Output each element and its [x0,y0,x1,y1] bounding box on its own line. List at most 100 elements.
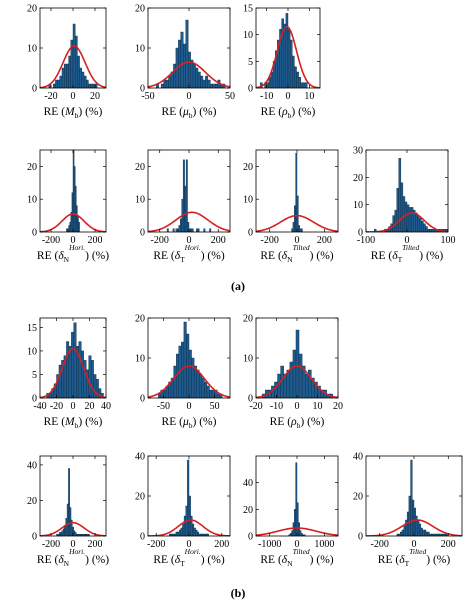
x-tick-label: 10 [313,401,323,412]
histogram-bar [296,71,299,88]
x-tick-label: 200 [211,235,226,246]
histogram-bar [188,349,192,398]
x-axis-label: RE (Mb) (%) [44,106,103,120]
x-tick-label: 200 [88,539,103,550]
x-tick-label: 200 [88,235,103,246]
x-axis-label: RE (δNHori.) (%) [37,547,109,568]
histogram-bar [158,393,162,398]
histogram-bar [173,63,177,88]
y-tick-label: 20 [243,314,253,325]
x-tick-label: 20 [85,401,95,412]
plot-area [40,322,106,398]
x-tick-label: -50 [157,401,170,412]
plot-area [148,321,230,398]
histogram-bar [268,77,272,88]
y-tick-label: 20 [135,492,145,503]
x-tick-label: -20 [50,401,63,412]
y-tick-label: 20 [135,162,145,173]
x-tick-label: 0 [405,235,410,246]
normal-fit-curve [40,45,106,88]
histogram-bar [206,533,209,536]
x-tick-label: 0 [286,91,291,102]
histogram-bar [193,365,197,398]
x-tick-label: 0 [187,401,192,412]
x-axis-label: RE (ρb) (%) [261,106,316,120]
histogram-bar [277,373,281,398]
histogram-bar [190,228,193,232]
histogram-bar [187,51,191,88]
histogram-bar [183,321,187,398]
histogram-bar [209,228,212,232]
histogram-bar [374,229,377,232]
histogram-bar [404,201,408,232]
histogram-bar [195,67,199,88]
y-tick-label: 20 [243,162,253,173]
histogram-bar [415,515,418,536]
histogram-bar [410,459,413,536]
histogram-bar [425,531,428,536]
histogram-bar [212,83,216,88]
histogram-a5: -200 0 200 0 10 20 RE (δTHori.) (%) [135,149,231,264]
histogram-bar [294,66,297,88]
x-axis-label: RE (Mb) (%) [44,416,103,430]
histogram-bar [163,79,167,88]
histogram-bar [412,499,415,536]
x-axis-label: RE (δNTilted) (%) [260,243,333,264]
x-tick-label: 0 [71,91,76,102]
histogram-bar [203,228,206,232]
histogram-bar [292,349,297,398]
x-tick-label: -200 [42,235,60,246]
histogram-bar [173,365,177,398]
histogram-bar [292,55,295,88]
histogram-bar [83,75,87,88]
histogram-a4: -200 0 200 0 10 20 RE (δNHori.) (%) [27,149,109,264]
histogram-b4: -200 0 200 0 20 40 RE (δNHori.) (%) [27,455,109,568]
x-tick-label: -50 [141,91,154,102]
y-tick-label: 10 [135,354,145,365]
normal-fit-curve [148,61,230,88]
histogram-bar [83,360,87,398]
y-tick-label: 10 [27,195,37,206]
histogram-bar [419,218,422,232]
x-axis-label: RE (μb) (%) [162,416,217,430]
histogram-bar [285,13,289,88]
subfigure-label: (a) [231,279,245,293]
histogram-bar [178,225,181,232]
x-axis-label: RE (δNTilted) (%) [260,547,333,568]
histogram-bar [291,228,294,232]
normal-fit-curve [148,365,230,398]
histogram-bar [68,55,71,88]
x-axis-label: RE (μb) (%) [162,106,217,120]
x-tick-label: 200 [214,539,229,550]
histogram-bar [304,82,308,88]
x-tick-label: -100 [357,235,375,246]
histogram-bar [429,229,432,232]
x-axis-label: RE (δTTilted) (%) [378,547,451,568]
histogram-bar [193,527,196,536]
x-tick-label: -1000 [258,539,281,550]
y-tick-label: 10 [243,354,253,365]
histogram-bar [417,215,420,232]
histogram-bar [392,215,395,232]
histogram-bar [207,79,211,88]
histogram-bar [63,63,67,88]
histogram-bar [305,373,309,398]
x-tick-label: 40 [101,401,111,412]
histogram-bar [211,389,215,398]
y-tick-label: 0 [140,84,145,95]
histogram-bar [57,79,60,88]
y-tick-label: 10 [27,44,37,55]
x-tick-label: -10 [270,401,283,412]
histogram-bar [197,228,200,232]
histogram-bar [209,389,213,398]
subfigure-label: (b) [231,586,246,600]
y-tick-label: 0 [248,532,253,543]
y-tick-label: 20 [27,4,37,15]
histogram-bar [81,71,85,88]
x-tick-label: 0 [295,401,300,412]
plot-area [148,19,230,88]
y-tick-label: 0 [358,532,363,543]
x-tick-label: 0 [295,235,300,246]
histogram-bar [204,381,208,398]
